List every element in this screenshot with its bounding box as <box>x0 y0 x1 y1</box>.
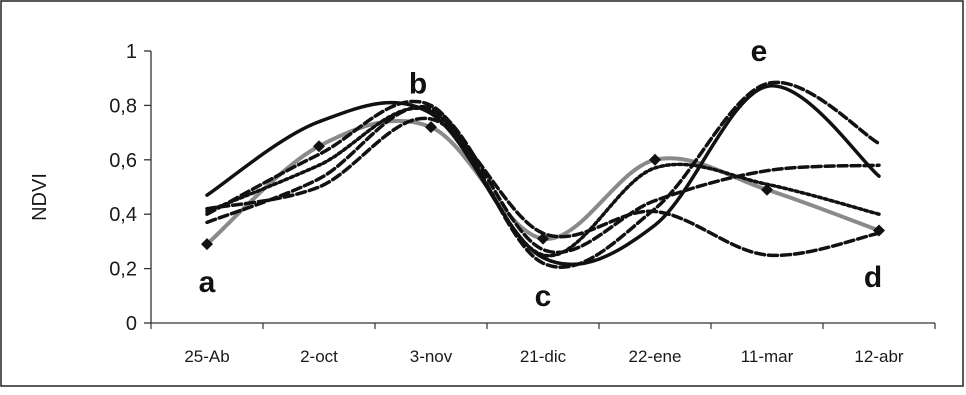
series-line-4 <box>205 104 881 254</box>
y-tick-label: 1 <box>126 41 137 63</box>
chart-border <box>0 0 964 387</box>
x-tick-label: 3-nov <box>410 347 453 366</box>
series-line-2 <box>205 84 881 267</box>
series-1-marker <box>649 153 661 166</box>
y-ticks: 0 0,2 0,4 0,6 0,8 1 <box>109 41 151 335</box>
x-tick-label: 22-ene <box>629 347 682 366</box>
y-axis-label: NDVI <box>29 173 51 221</box>
annotation-label: c <box>535 280 552 313</box>
series-1-marker <box>425 121 437 134</box>
annotation-label: b <box>409 68 427 101</box>
annotation-label: d <box>864 261 882 294</box>
annotation-label: e <box>751 35 768 68</box>
y-tick-label: 0,2 <box>109 259 137 281</box>
series-1-marker <box>761 183 773 196</box>
x-ticks: 25-Ab 2-oct 3-nov 21-dic 22-ene 11-mar 12-abr <box>150 323 936 366</box>
annotations: a b c d e <box>199 35 883 313</box>
x-tick-label: 11-mar <box>741 347 794 366</box>
series-1-marker <box>537 232 549 245</box>
series-line-6 <box>205 106 881 258</box>
series-1-marker <box>313 140 325 153</box>
x-tick-label: 2-oct <box>300 347 338 366</box>
x-tick-label: 12-abr <box>854 347 903 366</box>
y-tick-label: 0 <box>126 313 137 335</box>
x-tick-label: 21-dic <box>520 347 567 366</box>
series-1-marker <box>201 238 213 251</box>
y-tick-label: 0,6 <box>109 150 137 172</box>
y-tick-label: 0,8 <box>109 95 137 117</box>
series-1-marker <box>873 224 885 237</box>
y-tick-label: 0,4 <box>109 204 137 226</box>
annotation-label: a <box>199 266 216 299</box>
x-tick-label: 25-Ab <box>184 347 229 366</box>
series-line-5 <box>205 116 881 258</box>
series-group <box>201 80 885 269</box>
series-line-3 <box>205 80 881 269</box>
